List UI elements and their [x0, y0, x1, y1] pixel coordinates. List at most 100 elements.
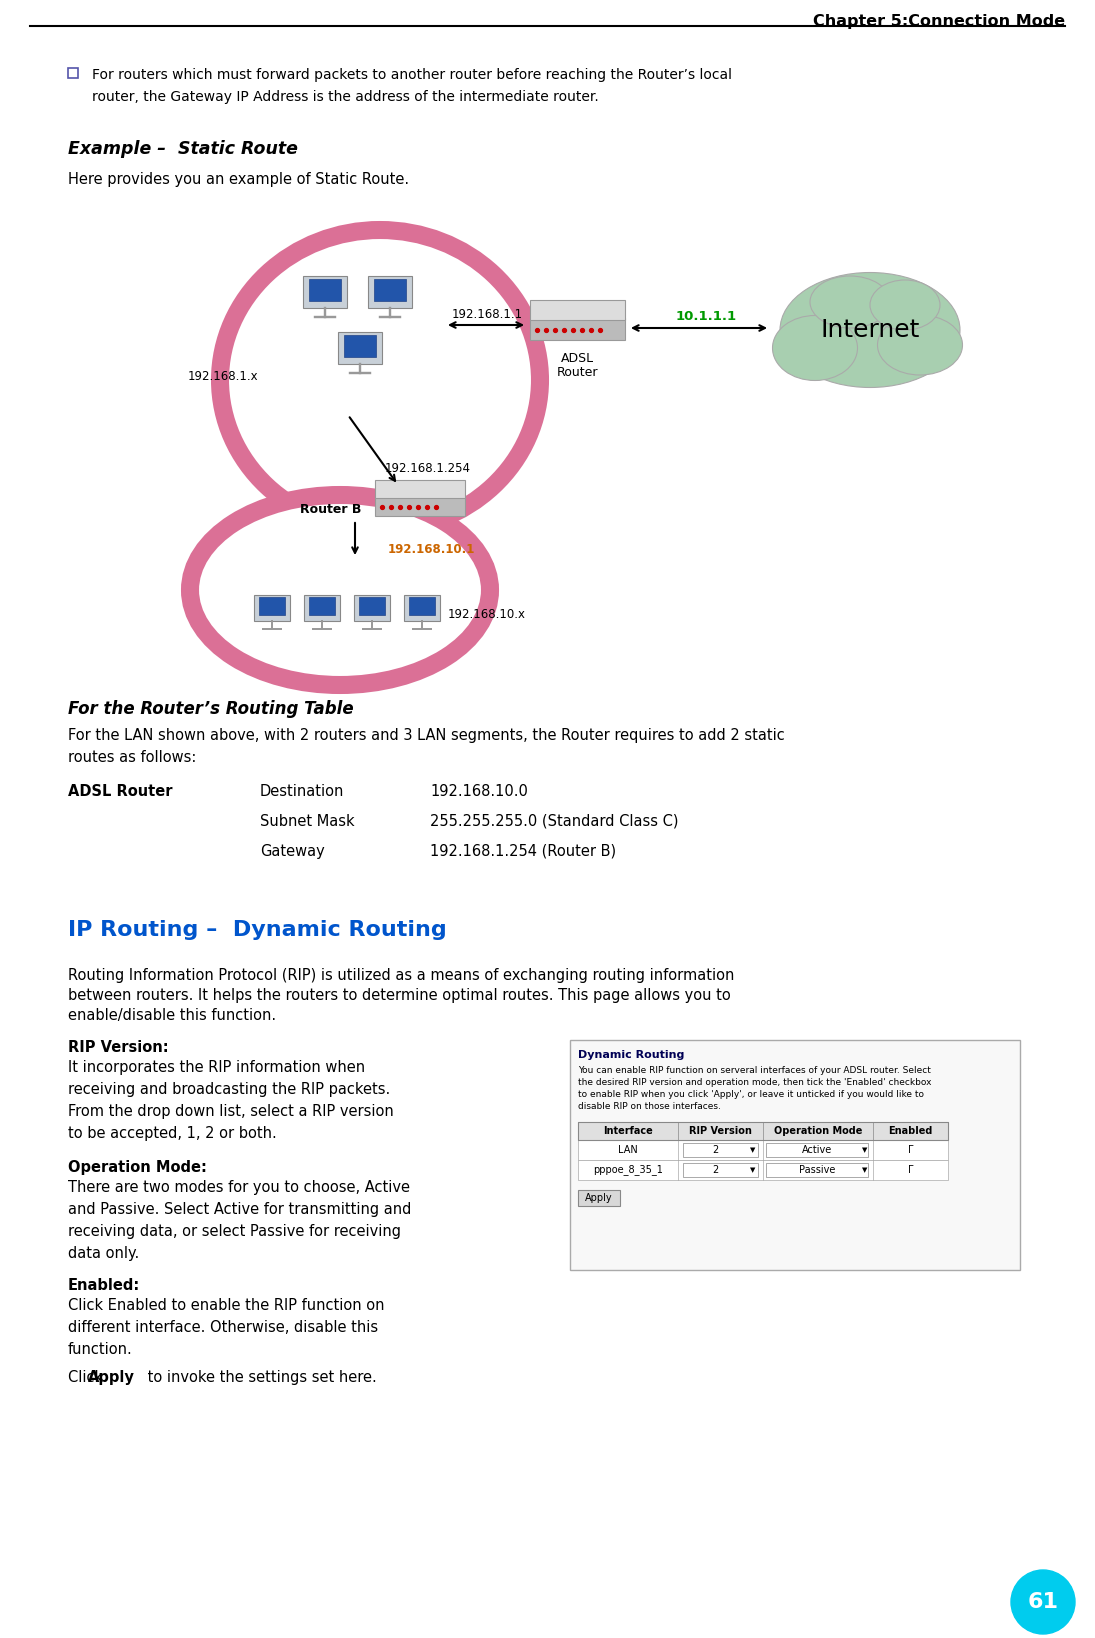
Text: Gateway: Gateway [260, 844, 325, 858]
Text: receiving data, or select Passive for receiving: receiving data, or select Passive for re… [68, 1224, 401, 1238]
Text: ▼: ▼ [750, 1147, 756, 1153]
Text: Here provides you an example of Static Route.: Here provides you an example of Static R… [68, 172, 410, 187]
Ellipse shape [191, 495, 489, 685]
FancyBboxPatch shape [309, 278, 342, 301]
Text: Click: Click [68, 1369, 107, 1386]
Text: Operation Mode: Operation Mode [774, 1125, 862, 1137]
Text: From the drop down list, select a RIP version: From the drop down list, select a RIP ve… [68, 1104, 394, 1119]
Text: Γ: Γ [908, 1165, 913, 1174]
Text: Routing Information Protocol (RIP) is utilized as a means of exchanging routing : Routing Information Protocol (RIP) is ut… [68, 968, 735, 983]
Text: ▼: ▼ [863, 1166, 867, 1173]
Text: Apply: Apply [88, 1369, 135, 1386]
Text: Interface: Interface [603, 1125, 653, 1137]
FancyBboxPatch shape [408, 598, 436, 616]
Text: RIP Version: RIP Version [689, 1125, 752, 1137]
Ellipse shape [772, 316, 857, 380]
Text: It incorporates the RIP information when: It incorporates the RIP information when [68, 1060, 365, 1075]
Ellipse shape [871, 280, 940, 329]
FancyBboxPatch shape [354, 595, 390, 621]
Text: IP Routing –  Dynamic Routing: IP Routing – Dynamic Routing [68, 921, 447, 940]
FancyBboxPatch shape [68, 69, 78, 79]
Text: Enabled: Enabled [888, 1125, 933, 1137]
Text: disable RIP on those interfaces.: disable RIP on those interfaces. [578, 1102, 721, 1111]
Text: and Passive. Select Active for transmitting and: and Passive. Select Active for transmitt… [68, 1202, 412, 1217]
Text: 192.168.1.254 (Router B): 192.168.1.254 (Router B) [430, 844, 616, 858]
Text: 255.255.255.0 (Standard Class C): 255.255.255.0 (Standard Class C) [430, 814, 679, 829]
Text: 192.168.10.0: 192.168.10.0 [430, 785, 528, 799]
FancyBboxPatch shape [344, 334, 376, 357]
FancyBboxPatch shape [766, 1143, 868, 1156]
Text: You can enable RIP function on serveral interfaces of your ADSL router. Select: You can enable RIP function on serveral … [578, 1066, 931, 1075]
Text: 192.168.1.254: 192.168.1.254 [385, 462, 471, 475]
Text: 192.168.10.1: 192.168.10.1 [388, 544, 475, 555]
Text: Active: Active [802, 1145, 832, 1155]
Text: Subnet Mask: Subnet Mask [260, 814, 355, 829]
Text: 192.168.1.x: 192.168.1.x [188, 370, 258, 383]
Ellipse shape [220, 229, 540, 531]
FancyBboxPatch shape [530, 300, 625, 319]
FancyBboxPatch shape [683, 1143, 758, 1156]
Text: Destination: Destination [260, 785, 344, 799]
Text: There are two modes for you to choose, Active: There are two modes for you to choose, A… [68, 1179, 410, 1196]
FancyBboxPatch shape [683, 1163, 758, 1178]
Text: Apply: Apply [585, 1192, 613, 1202]
FancyBboxPatch shape [374, 480, 465, 498]
Text: to enable RIP when you click 'Apply', or leave it unticked if you would like to: to enable RIP when you click 'Apply', or… [578, 1089, 924, 1099]
Text: Router B: Router B [300, 503, 361, 516]
Text: Chapter 5:Connection Mode: Chapter 5:Connection Mode [812, 15, 1065, 29]
FancyBboxPatch shape [578, 1189, 620, 1206]
Text: 192.168.1.1: 192.168.1.1 [452, 308, 523, 321]
Text: Passive: Passive [799, 1165, 835, 1174]
Text: 2: 2 [713, 1165, 718, 1174]
Text: Example –  Static Route: Example – Static Route [68, 139, 298, 157]
FancyBboxPatch shape [359, 598, 385, 616]
FancyBboxPatch shape [368, 275, 412, 308]
FancyBboxPatch shape [570, 1040, 1021, 1269]
FancyBboxPatch shape [373, 278, 406, 301]
Text: 192.168.10.x: 192.168.10.x [448, 608, 526, 621]
Text: Dynamic Routing: Dynamic Routing [578, 1050, 684, 1060]
Text: LAN: LAN [618, 1145, 638, 1155]
Text: For the LAN shown above, with 2 routers and 3 LAN segments, the Router requires : For the LAN shown above, with 2 routers … [68, 727, 785, 744]
Text: ▼: ▼ [750, 1166, 756, 1173]
Text: 61: 61 [1027, 1592, 1059, 1612]
Text: Γ: Γ [908, 1145, 913, 1155]
Text: For the Router’s Routing Table: For the Router’s Routing Table [68, 699, 354, 717]
FancyBboxPatch shape [578, 1160, 948, 1179]
Text: routes as follows:: routes as follows: [68, 750, 196, 765]
FancyBboxPatch shape [578, 1140, 948, 1160]
Text: Enabled:: Enabled: [68, 1278, 140, 1292]
FancyBboxPatch shape [254, 595, 290, 621]
Circle shape [1011, 1569, 1075, 1635]
Ellipse shape [810, 275, 890, 328]
FancyBboxPatch shape [304, 595, 341, 621]
Text: different interface. Otherwise, disable this: different interface. Otherwise, disable … [68, 1320, 378, 1335]
Text: receiving and broadcasting the RIP packets.: receiving and broadcasting the RIP packe… [68, 1083, 390, 1097]
Text: pppoe_8_35_1: pppoe_8_35_1 [593, 1165, 662, 1176]
Text: function.: function. [68, 1342, 132, 1356]
Text: For routers which must forward packets to another router before reaching the Rou: For routers which must forward packets t… [92, 69, 731, 82]
Text: Click Enabled to enable the RIP function on: Click Enabled to enable the RIP function… [68, 1297, 384, 1314]
Ellipse shape [780, 272, 960, 388]
FancyBboxPatch shape [530, 318, 625, 341]
FancyBboxPatch shape [303, 275, 347, 308]
Text: ADSL: ADSL [561, 352, 593, 365]
Text: to be accepted, 1, 2 or both.: to be accepted, 1, 2 or both. [68, 1125, 277, 1142]
Text: 10.1.1.1: 10.1.1.1 [676, 310, 737, 323]
Text: 2: 2 [713, 1145, 718, 1155]
Text: ▼: ▼ [863, 1147, 867, 1153]
Text: enable/disable this function.: enable/disable this function. [68, 1007, 276, 1024]
Text: to invoke the settings set here.: to invoke the settings set here. [143, 1369, 377, 1386]
FancyBboxPatch shape [258, 598, 286, 616]
FancyBboxPatch shape [374, 496, 465, 516]
Text: RIP Version:: RIP Version: [68, 1040, 169, 1055]
Text: Router: Router [556, 365, 598, 378]
FancyBboxPatch shape [578, 1122, 948, 1140]
Text: router, the Gateway IP Address is the address of the intermediate router.: router, the Gateway IP Address is the ad… [92, 90, 599, 103]
Text: ADSL Router: ADSL Router [68, 785, 173, 799]
FancyBboxPatch shape [338, 333, 382, 364]
FancyBboxPatch shape [309, 598, 335, 616]
FancyBboxPatch shape [404, 595, 440, 621]
Text: Internet: Internet [820, 318, 920, 342]
Ellipse shape [877, 314, 963, 375]
